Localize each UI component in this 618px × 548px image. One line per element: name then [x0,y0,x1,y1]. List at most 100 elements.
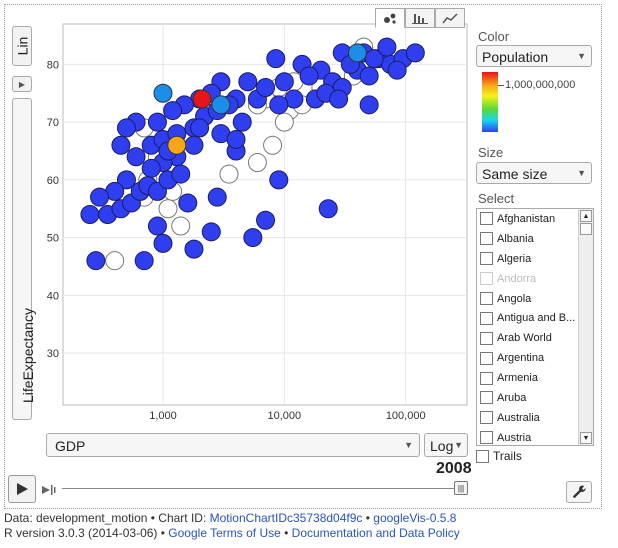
y-expand-button[interactable]: ▶ [12,76,32,92]
bubble[interactable] [364,49,384,69]
x-scale-select[interactable]: Log ▼ [424,433,468,457]
country-list-item[interactable]: Afghanistan [477,209,593,229]
bubble-highlight[interactable] [347,43,367,63]
bubble[interactable] [86,251,106,271]
country-list-item[interactable]: Algeria [477,249,593,269]
bubble[interactable] [147,216,167,236]
bubble[interactable] [238,72,258,92]
bar-view-tab[interactable] [405,8,435,28]
trails-checkbox[interactable] [476,449,489,463]
country-list-item[interactable]: Angola [477,289,593,309]
bubble[interactable] [299,66,319,86]
country-checkbox[interactable] [480,371,493,385]
bubble[interactable] [243,228,263,248]
bubble-view-tab[interactable] [375,8,405,28]
country-checkbox[interactable] [480,232,493,246]
bubble[interactable] [256,78,276,97]
bubble[interactable] [147,112,167,132]
bubble-no-data[interactable] [158,199,178,219]
country-checkbox[interactable] [480,411,493,425]
policy-link[interactable]: Documentation and Data Policy [291,526,460,540]
bubble[interactable] [269,95,289,115]
bubble[interactable] [80,205,100,224]
list-scrollbar[interactable]: ▲ ▼ [578,209,593,445]
bubble[interactable] [111,135,131,155]
play-button[interactable] [8,475,36,503]
bubble-highlight[interactable] [192,89,212,109]
color-select[interactable]: Population ▼ [476,45,592,67]
size-select[interactable]: Same size ▼ [476,162,592,184]
bubble[interactable] [126,147,146,167]
bubble[interactable] [190,118,210,138]
y-variable-select[interactable]: LifeExpectancy [12,98,36,420]
bubble-highlight[interactable] [167,135,187,155]
country-checkbox[interactable] [480,292,493,305]
bubble[interactable] [387,60,407,80]
country-list-item[interactable]: Albania [477,229,593,249]
chart-id-link[interactable]: MotionChartIDc35738d04f9c [209,511,363,525]
bubble[interactable] [256,210,276,230]
bubble[interactable] [116,118,136,138]
country-list-item[interactable]: Antigua and B... [477,308,593,328]
bubble[interactable] [318,199,338,219]
bubble[interactable] [226,129,246,149]
bubble[interactable] [141,158,161,178]
country-list-item[interactable]: Aruba [477,388,593,408]
country-list-item[interactable]: Arab World [477,328,593,348]
googlevis-link[interactable]: googleVis-0.5.8 [373,511,457,525]
trails-toggle[interactable]: Trails [476,449,522,463]
time-slider-track[interactable] [62,488,462,489]
bubble[interactable] [171,164,191,184]
bubble-no-data[interactable] [263,135,283,155]
country-checkbox[interactable] [480,252,493,266]
bubble[interactable] [359,66,379,86]
bubble[interactable] [201,222,221,242]
bubble[interactable] [178,193,198,213]
bubble-highlight[interactable] [211,95,231,115]
bubbles [80,37,425,271]
scroll-down-icon[interactable]: ▼ [580,432,592,444]
bubble-no-data[interactable] [171,216,191,236]
speed-control[interactable] [40,480,60,500]
bubble[interactable] [359,95,379,115]
bubble[interactable] [153,233,173,253]
country-checkbox[interactable] [480,331,493,345]
scroll-up-icon[interactable]: ▲ [580,210,592,222]
country-checkbox[interactable] [480,351,493,365]
country-list-item[interactable]: Argentina [477,348,593,368]
bubble[interactable] [232,112,252,132]
country-checkbox[interactable] [480,431,493,445]
bubble[interactable] [266,49,286,69]
bubble-no-data[interactable] [247,153,267,173]
bubble-no-data[interactable] [219,164,239,184]
line-view-tab[interactable] [435,8,465,28]
bubble[interactable] [134,251,154,271]
country-list-item[interactable]: Armenia [477,368,593,388]
bubble[interactable] [274,72,294,92]
bubble[interactable] [329,89,349,109]
bubble[interactable] [90,187,110,207]
bubble[interactable] [163,101,183,121]
settings-button[interactable] [566,481,592,503]
bubble-no-data[interactable] [105,251,125,271]
bubble[interactable] [269,170,289,190]
y-scale-button[interactable]: Lin [12,26,32,66]
bubble[interactable] [116,170,136,190]
country-list-item[interactable]: Austria [477,428,593,445]
bubble[interactable] [184,239,204,259]
country-checkbox[interactable] [480,391,493,405]
country-list-item[interactable]: Australia [477,408,593,428]
bubble[interactable] [184,135,204,155]
country-checkbox[interactable] [480,311,493,325]
bubble[interactable] [405,43,425,63]
bubble-no-data[interactable] [274,112,294,132]
bubble-highlight[interactable] [153,83,173,103]
x-variable-select[interactable]: GDP ▼ [46,433,420,457]
country-checkbox[interactable] [480,212,493,226]
time-slider-handle[interactable]: ||| [454,481,468,495]
scroll-thumb[interactable] [580,223,592,235]
size-select-value: Same size [482,166,548,182]
bubble[interactable] [377,37,397,57]
terms-link[interactable]: Google Terms of Use [168,526,281,540]
bubble[interactable] [207,187,227,207]
